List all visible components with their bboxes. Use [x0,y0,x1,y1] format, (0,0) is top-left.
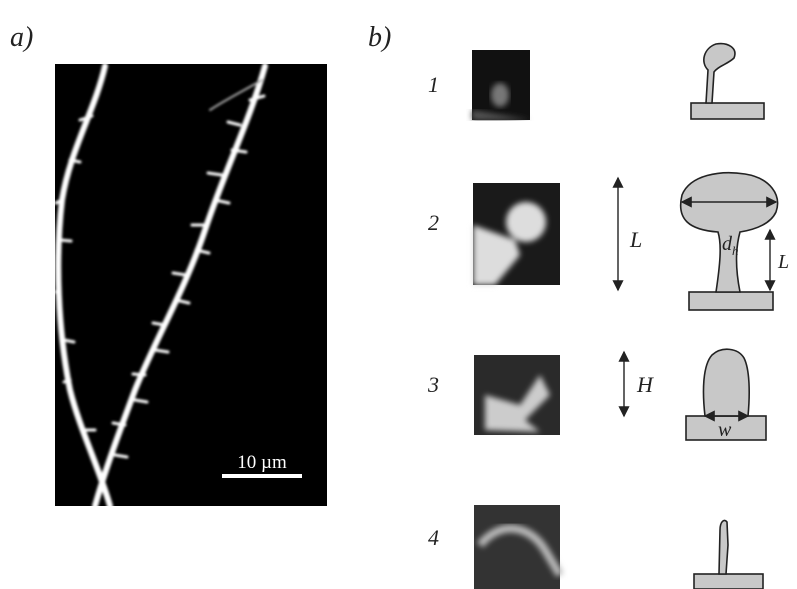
spine-diagram [694,520,763,589]
spine-diagram [691,44,764,119]
row-number: 2 [428,210,439,235]
row-number: 3 [427,372,439,397]
micrograph [55,64,327,506]
row-number: 1 [428,72,439,97]
panel-label: a) [10,22,33,53]
spine-thumbnail [474,355,560,435]
spine-thumbnail [472,50,530,120]
figure: a) 10 µm b) 1 2 3 4 [0,0,797,589]
spine-thumbnail [473,183,560,285]
scale-bar-label: 10 µm [237,452,287,473]
neck-length-label: L [777,251,789,273]
length-label: L [629,227,642,252]
height-label: H [636,372,654,397]
spine-thumbnail [474,505,560,589]
panel-label: b) [368,22,391,53]
row-number: 4 [428,525,439,550]
width-label: w [718,419,732,441]
